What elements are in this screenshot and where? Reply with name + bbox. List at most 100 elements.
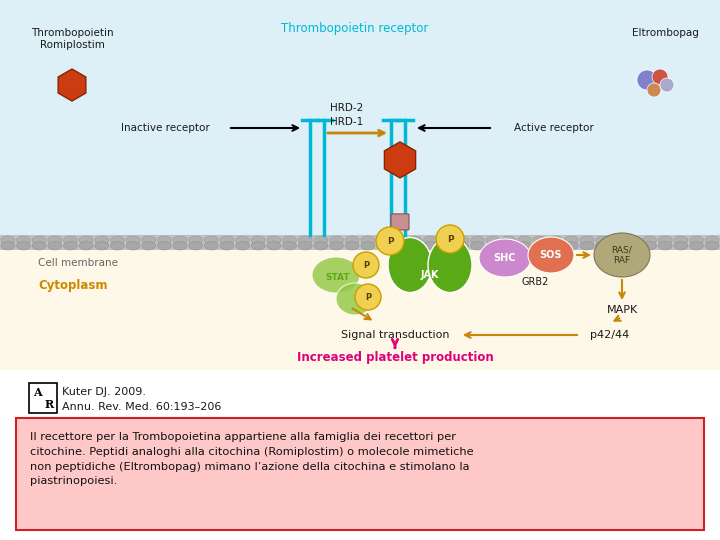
Ellipse shape xyxy=(706,241,719,250)
Ellipse shape xyxy=(549,241,562,250)
Circle shape xyxy=(436,225,464,253)
Ellipse shape xyxy=(643,236,657,244)
Ellipse shape xyxy=(549,236,562,244)
Ellipse shape xyxy=(48,236,62,244)
FancyBboxPatch shape xyxy=(29,383,57,413)
Text: Signal transduction: Signal transduction xyxy=(341,330,449,340)
Circle shape xyxy=(652,69,668,85)
Ellipse shape xyxy=(189,236,202,244)
Ellipse shape xyxy=(361,236,374,244)
Ellipse shape xyxy=(142,236,156,244)
Ellipse shape xyxy=(595,241,610,250)
Text: SHC: SHC xyxy=(494,253,516,263)
Ellipse shape xyxy=(528,237,574,273)
Ellipse shape xyxy=(1,236,14,244)
Ellipse shape xyxy=(158,236,171,244)
Text: Thrombopoietin
Romiplostim: Thrombopoietin Romiplostim xyxy=(31,28,113,50)
Ellipse shape xyxy=(611,241,625,250)
Text: GRB2: GRB2 xyxy=(521,277,549,287)
Ellipse shape xyxy=(486,236,500,244)
Ellipse shape xyxy=(377,236,390,244)
Ellipse shape xyxy=(674,241,688,250)
Ellipse shape xyxy=(564,236,578,244)
Ellipse shape xyxy=(564,241,578,250)
Ellipse shape xyxy=(32,236,46,244)
Ellipse shape xyxy=(423,236,437,244)
Ellipse shape xyxy=(594,233,650,277)
Ellipse shape xyxy=(1,241,14,250)
Ellipse shape xyxy=(283,241,297,250)
Ellipse shape xyxy=(643,241,657,250)
Ellipse shape xyxy=(388,238,432,293)
Text: SOS: SOS xyxy=(540,250,562,260)
Ellipse shape xyxy=(158,241,171,250)
Ellipse shape xyxy=(95,236,109,244)
Text: A: A xyxy=(32,387,41,397)
Ellipse shape xyxy=(204,241,218,250)
Ellipse shape xyxy=(63,236,77,244)
Ellipse shape xyxy=(235,236,250,244)
Text: p42/44: p42/44 xyxy=(590,330,629,340)
Circle shape xyxy=(376,227,404,255)
Text: P: P xyxy=(365,293,371,301)
Ellipse shape xyxy=(312,257,360,293)
Ellipse shape xyxy=(189,241,202,250)
Ellipse shape xyxy=(110,236,125,244)
Ellipse shape xyxy=(470,236,485,244)
Text: Active receptor: Active receptor xyxy=(514,123,594,133)
Text: JAK: JAK xyxy=(420,270,439,280)
Ellipse shape xyxy=(518,236,531,244)
Ellipse shape xyxy=(17,241,30,250)
Ellipse shape xyxy=(173,236,187,244)
Ellipse shape xyxy=(48,241,62,250)
Ellipse shape xyxy=(502,241,516,250)
Circle shape xyxy=(660,78,674,92)
Ellipse shape xyxy=(314,236,328,244)
Ellipse shape xyxy=(251,236,265,244)
Ellipse shape xyxy=(408,241,422,250)
Ellipse shape xyxy=(251,241,265,250)
Text: R: R xyxy=(45,399,53,409)
Ellipse shape xyxy=(580,236,594,244)
Ellipse shape xyxy=(79,236,93,244)
Ellipse shape xyxy=(408,236,422,244)
Ellipse shape xyxy=(17,236,30,244)
Text: STAT: STAT xyxy=(325,273,350,281)
Ellipse shape xyxy=(110,241,125,250)
Ellipse shape xyxy=(346,241,359,250)
Ellipse shape xyxy=(690,236,703,244)
Text: HRD-1: HRD-1 xyxy=(330,117,364,127)
Ellipse shape xyxy=(428,238,472,293)
Ellipse shape xyxy=(314,241,328,250)
Text: P: P xyxy=(387,237,393,246)
Bar xyxy=(0,235,720,250)
Ellipse shape xyxy=(126,236,140,244)
Ellipse shape xyxy=(298,236,312,244)
Ellipse shape xyxy=(658,236,672,244)
Ellipse shape xyxy=(361,241,374,250)
Ellipse shape xyxy=(690,241,703,250)
Ellipse shape xyxy=(611,236,625,244)
Circle shape xyxy=(647,83,661,97)
Text: Il recettore per la Trombopoietina appartiene alla famiglia dei recettori per
ci: Il recettore per la Trombopoietina appar… xyxy=(30,432,474,487)
Ellipse shape xyxy=(502,236,516,244)
FancyBboxPatch shape xyxy=(16,418,704,530)
Ellipse shape xyxy=(126,241,140,250)
Text: P: P xyxy=(363,260,369,269)
Ellipse shape xyxy=(330,241,343,250)
Ellipse shape xyxy=(298,241,312,250)
Circle shape xyxy=(353,252,379,278)
Bar xyxy=(0,0,720,235)
Ellipse shape xyxy=(32,241,46,250)
Ellipse shape xyxy=(392,241,406,250)
Circle shape xyxy=(637,70,657,90)
Ellipse shape xyxy=(204,236,218,244)
Text: Kuter DJ. 2009.: Kuter DJ. 2009. xyxy=(62,387,146,397)
Text: P: P xyxy=(446,234,454,244)
Text: Thrombopoietin receptor: Thrombopoietin receptor xyxy=(282,22,428,35)
Ellipse shape xyxy=(336,283,374,315)
Ellipse shape xyxy=(470,241,485,250)
Ellipse shape xyxy=(533,236,547,244)
Ellipse shape xyxy=(173,241,187,250)
Ellipse shape xyxy=(95,241,109,250)
